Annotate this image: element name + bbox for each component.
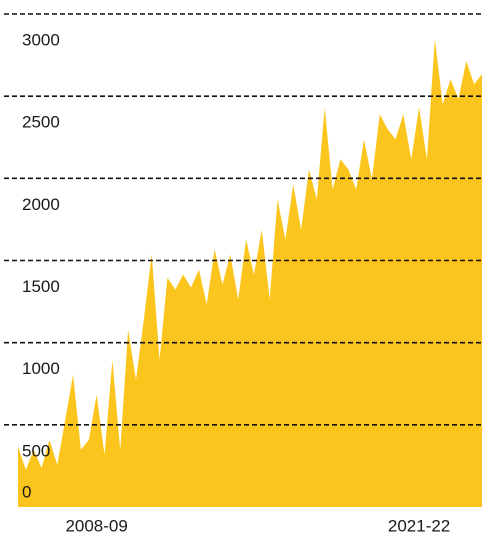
y-tick-label: 2500 xyxy=(22,113,60,132)
area xyxy=(18,38,482,507)
y-tick-label: 1000 xyxy=(22,359,60,378)
y-tick-label: 0 xyxy=(22,482,31,501)
y-tick-label: 500 xyxy=(22,441,50,460)
y-tick-label: 2000 xyxy=(22,195,60,214)
x-tick-label: 2021-22 xyxy=(388,516,450,535)
x-tick-label: 2008-09 xyxy=(65,516,127,535)
y-tick-label: 1500 xyxy=(22,277,60,296)
y-tick-label: 3000 xyxy=(22,30,60,49)
